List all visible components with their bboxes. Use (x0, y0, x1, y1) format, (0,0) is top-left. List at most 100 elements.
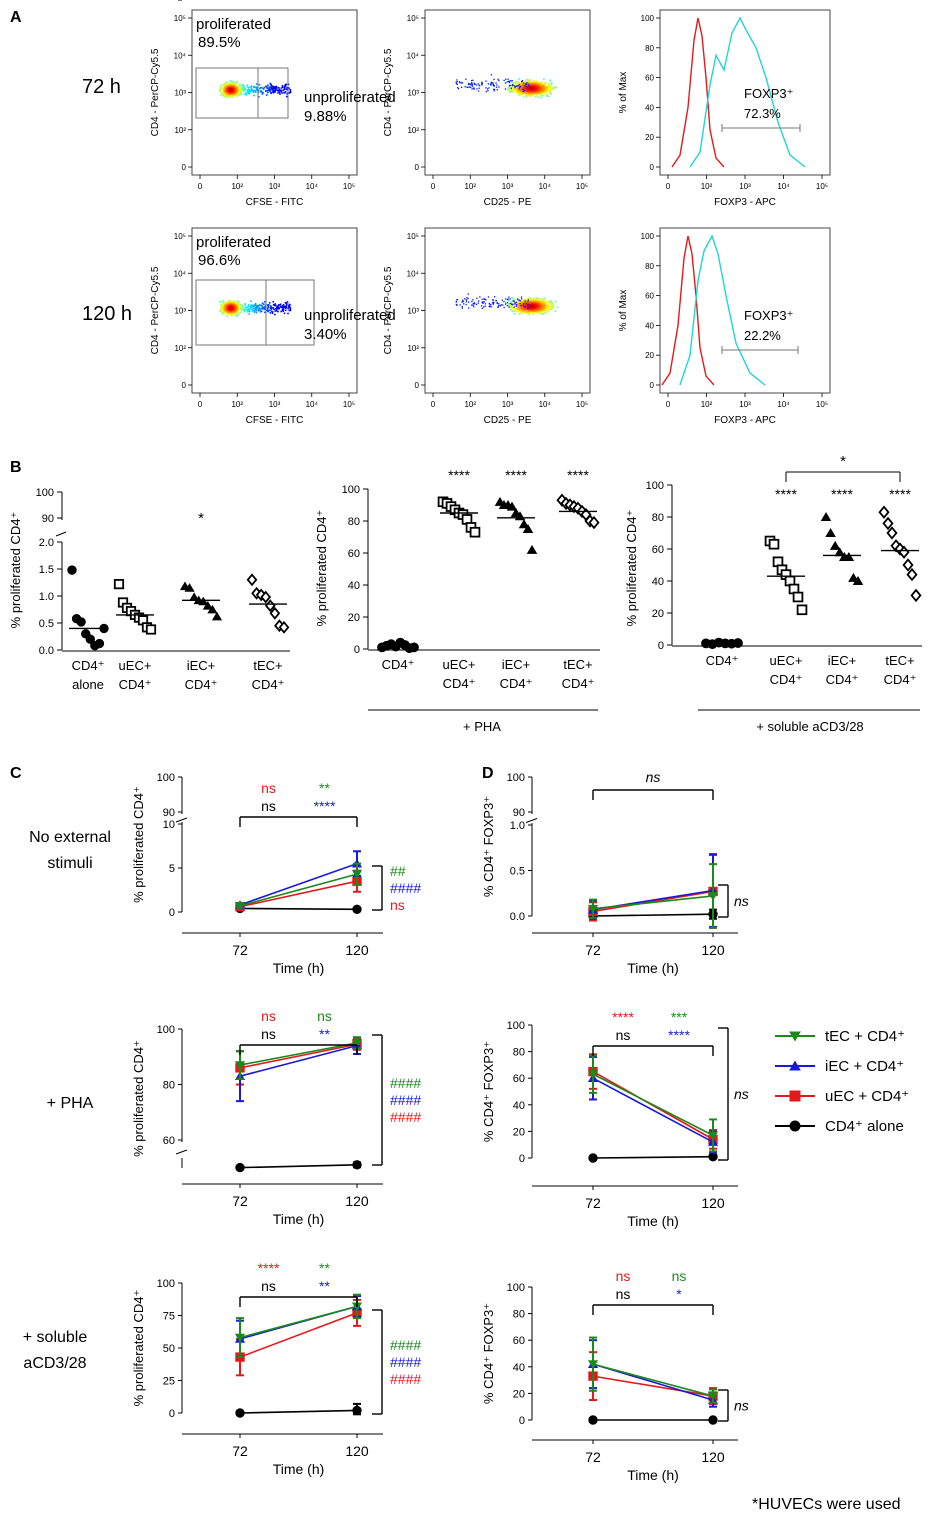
flow-event (481, 84, 483, 86)
flow-event (523, 302, 525, 304)
flow-event (264, 308, 267, 311)
x-tick-label: 120 (701, 1195, 725, 1211)
x-tick-label: 10⁴ (306, 400, 319, 409)
flow-event (288, 305, 290, 307)
flow-event (541, 298, 543, 301)
significance-mark: **** (258, 1260, 280, 1276)
flow-event (543, 302, 545, 305)
y-tick-label: 40 (645, 103, 654, 112)
y-tick-label: 0 (650, 381, 655, 390)
flow-event (472, 79, 474, 81)
flow-event (282, 310, 284, 312)
flow-event (267, 304, 270, 306)
x-axis-label: Time (h) (627, 960, 679, 976)
flow-event (543, 89, 545, 91)
flow-event (270, 85, 273, 88)
flow-event (246, 309, 248, 311)
y-tick-label: 100 (641, 232, 655, 241)
flow-event (503, 301, 505, 303)
flow-event (250, 307, 252, 309)
flow-event (274, 310, 276, 312)
flow-event (255, 312, 258, 314)
flow-event (518, 88, 520, 90)
data-point (234, 1333, 246, 1343)
flow-event (498, 304, 500, 307)
flow-event (246, 84, 249, 87)
flow-event (515, 310, 517, 313)
flow-event (271, 88, 274, 91)
flow-event (519, 300, 521, 302)
significance-mark: #### (390, 1109, 421, 1125)
y-tick-label: 60 (645, 74, 654, 83)
flow-event (512, 84, 514, 86)
flow-event (535, 82, 537, 84)
flow-event (523, 95, 525, 98)
flow-event (524, 84, 526, 87)
flow-event (286, 86, 288, 89)
x-tick-label: 10⁵ (816, 400, 828, 409)
flow-event (550, 83, 553, 85)
flow-event (286, 93, 288, 95)
flow-event (532, 298, 535, 301)
flow-event (234, 314, 237, 316)
flow-event (549, 301, 551, 304)
flow-event (515, 81, 518, 83)
flow-event (247, 86, 249, 88)
significance-mark: **** (505, 467, 527, 483)
flow-event (227, 84, 229, 87)
flow-event (507, 88, 509, 91)
flow-event (547, 304, 549, 306)
flow-event (521, 298, 523, 300)
x-tick-label: 10² (464, 400, 476, 409)
flow-event (488, 87, 490, 89)
flow-event (274, 89, 277, 91)
flow-event (236, 301, 239, 304)
flow-event (549, 306, 551, 309)
flow-event (477, 83, 479, 85)
flow-event (514, 86, 517, 89)
flow-event (280, 310, 282, 313)
panel-letter-A: A (10, 9, 22, 26)
flow-event (485, 298, 487, 301)
series-line (592, 895, 714, 910)
data-point (796, 604, 808, 616)
flow-event (281, 85, 284, 87)
flow-event (289, 88, 292, 91)
y-tick-label: 1.5 (39, 564, 54, 576)
flow-event (246, 89, 249, 92)
y-tick-label: 0 (650, 163, 655, 172)
flow-event (224, 93, 227, 96)
flow-event (518, 83, 520, 86)
flow-event (540, 84, 543, 86)
flow-event (549, 79, 551, 82)
y-axis-label: % of Max (618, 72, 629, 114)
x-tick-label: 10⁵ (343, 400, 355, 409)
flow-event (508, 304, 511, 306)
plot-frame (424, 227, 591, 394)
flow-event (519, 86, 521, 89)
flow-event (252, 90, 254, 92)
flow-event (243, 310, 246, 313)
y-tick-label: 40 (645, 321, 654, 330)
flow-event (544, 311, 547, 314)
flow-event (524, 306, 526, 308)
flow-event (545, 305, 547, 307)
flow-event (513, 89, 515, 92)
y-axis-label: CD4 - PerCP-Cy5.5 (150, 48, 161, 136)
x-tick-label: 10² (701, 182, 713, 191)
flow-event (549, 90, 551, 92)
flow-event (250, 86, 252, 88)
flow-event (483, 301, 485, 303)
flow-event (219, 301, 221, 303)
y-tick-label: 10 (163, 819, 175, 831)
flow-event (511, 310, 514, 313)
series-line (592, 913, 714, 917)
flow-event (550, 81, 553, 84)
flow-event (270, 308, 273, 310)
data-point (207, 604, 218, 614)
flow-event (514, 305, 517, 307)
y-tick-label: 80 (163, 1080, 175, 1092)
flow-event (530, 87, 533, 90)
y-tick-label: 1.0 (510, 820, 525, 832)
